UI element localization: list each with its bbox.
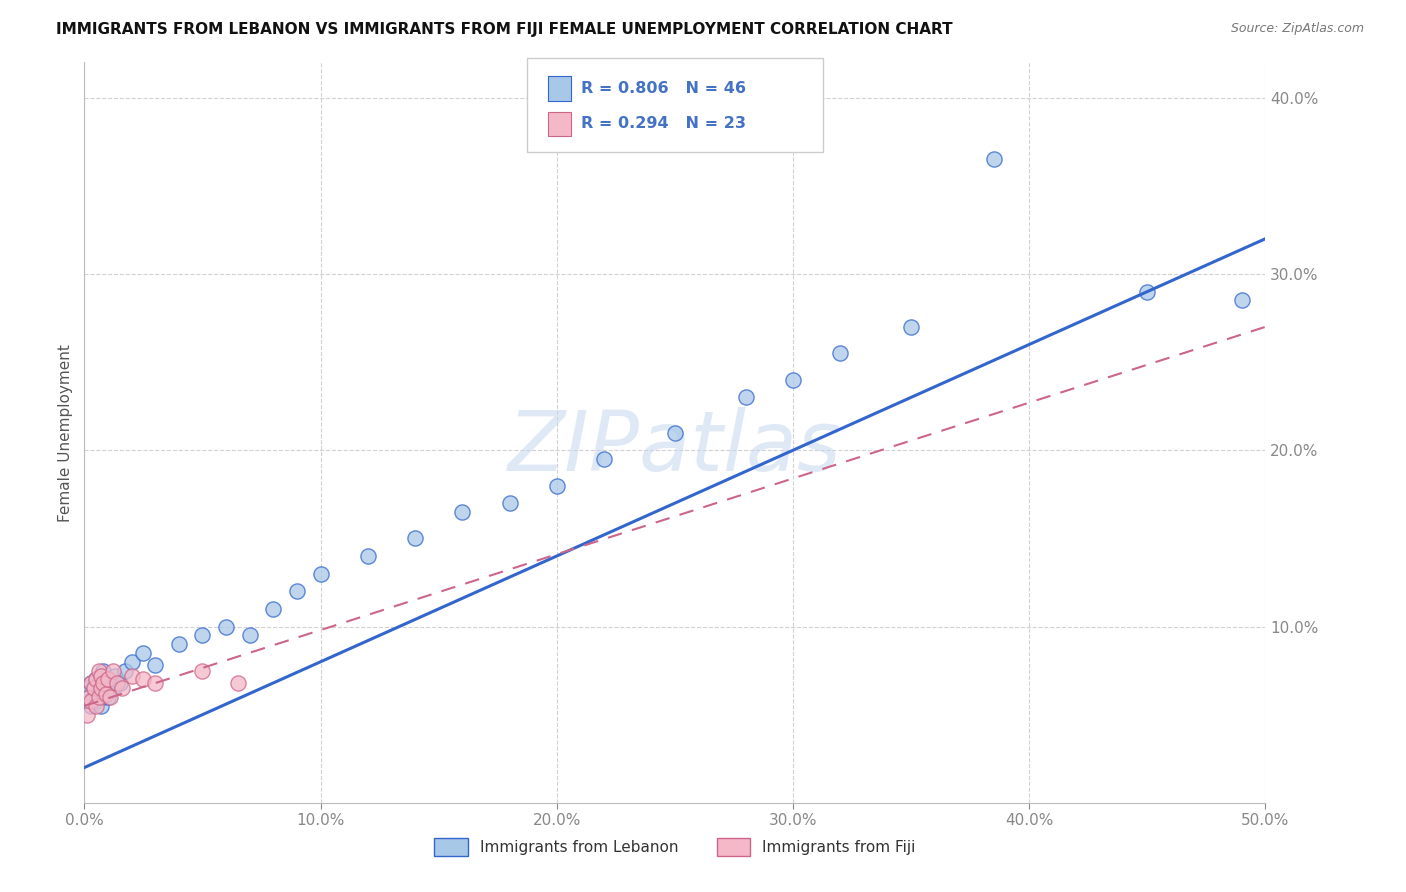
Point [77,690,100,704]
Point [80,698,103,713]
Point [91,676,114,690]
Point [215,619,238,633]
Point [734,390,756,404]
Point [285,584,308,599]
Point [91,690,114,704]
Point [546,478,568,492]
Point [262,602,284,616]
Point [83,681,105,696]
Point [1230,293,1253,308]
Legend: Immigrants from Lebanon, Immigrants from Fiji: Immigrants from Lebanon, Immigrants from… [427,832,922,862]
Point [664,425,686,440]
Point [114,664,136,678]
Point [451,505,474,519]
Point [84,673,107,687]
Point [111,681,134,696]
Point [143,658,166,673]
Text: R = 0.806   N = 46: R = 0.806 N = 46 [581,81,745,95]
Point [97,690,120,704]
Point [91,664,114,678]
Point [80,676,103,690]
Point [121,655,143,669]
Point [104,669,127,683]
Point [239,628,262,642]
Point [101,664,124,678]
Point [404,532,426,546]
Point [84,698,107,713]
Point [84,673,107,687]
Point [107,676,129,690]
Point [226,676,249,690]
Point [80,676,103,690]
Point [983,153,1005,167]
Point [143,676,166,690]
Point [76,707,98,722]
Point [108,676,131,690]
Point [80,693,103,707]
Point [132,673,155,687]
Point [84,693,107,707]
Point [593,452,616,467]
Point [90,698,112,713]
Point [87,664,110,678]
Point [94,681,117,696]
Point [90,669,112,683]
Text: R = 0.294   N = 23: R = 0.294 N = 23 [581,117,745,131]
Point [77,690,100,704]
Point [167,637,190,651]
Point [76,681,98,696]
Point [83,690,105,704]
Point [132,646,155,660]
Point [98,690,121,704]
Text: ZIPatlas: ZIPatlas [508,407,842,488]
Point [191,664,214,678]
Text: Source: ZipAtlas.com: Source: ZipAtlas.com [1230,22,1364,36]
Point [97,673,120,687]
Point [101,681,124,696]
Point [83,681,105,696]
Point [121,669,143,683]
Point [87,676,110,690]
Point [309,566,332,581]
Point [90,669,112,683]
Text: IMMIGRANTS FROM LEBANON VS IMMIGRANTS FROM FIJI FEMALE UNEMPLOYMENT CORRELATION : IMMIGRANTS FROM LEBANON VS IMMIGRANTS FR… [56,22,953,37]
Point [87,686,110,700]
Point [900,319,922,334]
Point [830,346,852,360]
Point [90,681,112,696]
Point [357,549,380,563]
Point [97,673,120,687]
Point [191,628,214,642]
Point [87,690,110,704]
Point [782,373,804,387]
Y-axis label: Female Unemployment: Female Unemployment [58,343,73,522]
Point [94,686,117,700]
Point [98,676,121,690]
Point [1136,285,1159,299]
Point [498,496,520,510]
